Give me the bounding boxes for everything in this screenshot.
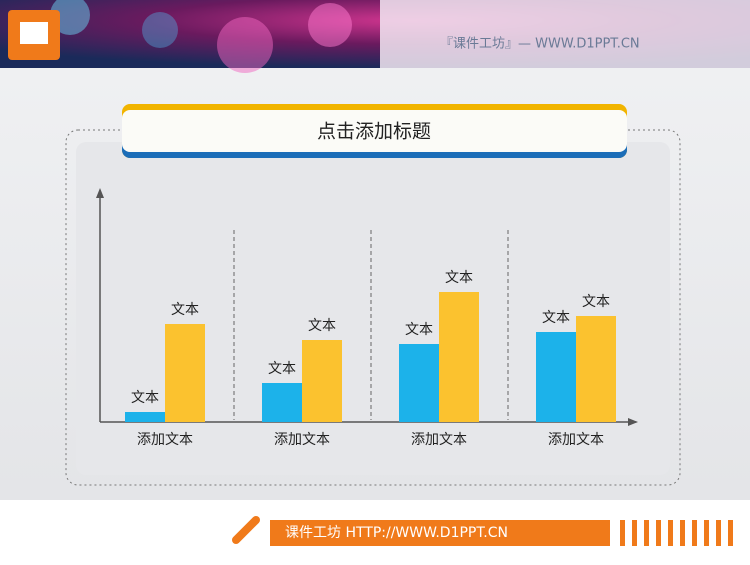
data-label: 文本 bbox=[171, 302, 199, 318]
logo-icon bbox=[20, 22, 48, 44]
x-tick-label: 添加文本 bbox=[274, 432, 330, 448]
y-arrow bbox=[96, 188, 104, 198]
x-tick-label: 添加文本 bbox=[411, 432, 467, 448]
title-box bbox=[122, 110, 627, 152]
bar bbox=[439, 292, 479, 422]
x-tick-label: 添加文本 bbox=[137, 432, 193, 448]
footer-text: 课件工坊 HTTP://WWW.D1PPT.CN bbox=[285, 525, 508, 541]
bokeh bbox=[217, 17, 273, 73]
bokeh bbox=[308, 3, 352, 47]
bokeh bbox=[50, 0, 90, 35]
data-label: 文本 bbox=[405, 322, 433, 338]
bar bbox=[262, 383, 302, 422]
x-arrow bbox=[628, 418, 638, 426]
bar bbox=[165, 324, 205, 422]
bokeh bbox=[142, 12, 178, 48]
bar bbox=[399, 344, 439, 422]
stripes bbox=[620, 520, 733, 546]
data-label: 文本 bbox=[542, 310, 570, 326]
bar bbox=[536, 332, 576, 422]
bar bbox=[302, 340, 342, 422]
chart-panel bbox=[76, 142, 670, 475]
data-label: 文本 bbox=[445, 270, 473, 286]
data-label: 文本 bbox=[131, 390, 159, 406]
data-label: 文本 bbox=[308, 318, 336, 334]
data-label: 文本 bbox=[582, 294, 610, 310]
chart-title: 点击添加标题 bbox=[317, 121, 431, 143]
data-label: 文本 bbox=[268, 361, 296, 377]
header-fade bbox=[380, 0, 750, 68]
bar bbox=[576, 316, 616, 422]
footer-bar bbox=[270, 520, 610, 546]
bar bbox=[125, 412, 165, 422]
brand: 『课件工坊』— WWW.D1PPT.CN bbox=[440, 37, 640, 52]
x-tick-label: 添加文本 bbox=[548, 432, 604, 448]
pencil-icon bbox=[232, 516, 260, 544]
